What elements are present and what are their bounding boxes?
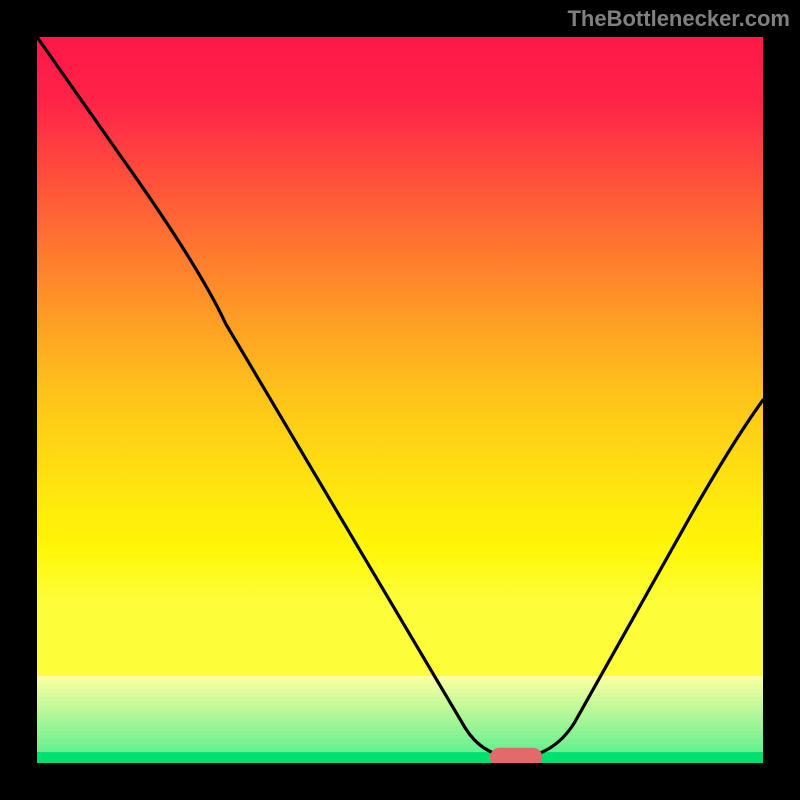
optimal-marker (490, 748, 542, 767)
band-stripe (37, 684, 763, 689)
band-stripe (37, 718, 763, 723)
band-stripe (37, 727, 763, 732)
band-stripe (37, 689, 763, 694)
band-stripe (37, 706, 763, 711)
band-stripe (37, 735, 763, 740)
band-stripe (37, 693, 763, 698)
band-stripe (37, 722, 763, 727)
watermark-text: TheBottlenecker.com (567, 6, 790, 32)
final-green-band (37, 752, 763, 763)
band-stripe (37, 680, 763, 685)
band-stripe (37, 697, 763, 702)
band-stripe (37, 744, 763, 749)
band-stripe (37, 676, 763, 681)
band-stripe (37, 714, 763, 719)
chart-root: TheBottlenecker.com (0, 0, 800, 800)
band-stripe (37, 731, 763, 736)
band-stripe (37, 748, 763, 753)
chart-svg (0, 0, 800, 800)
band-stripe (37, 710, 763, 715)
band-stripe (37, 739, 763, 744)
bottom-bands (37, 676, 763, 753)
band-stripe (37, 701, 763, 706)
